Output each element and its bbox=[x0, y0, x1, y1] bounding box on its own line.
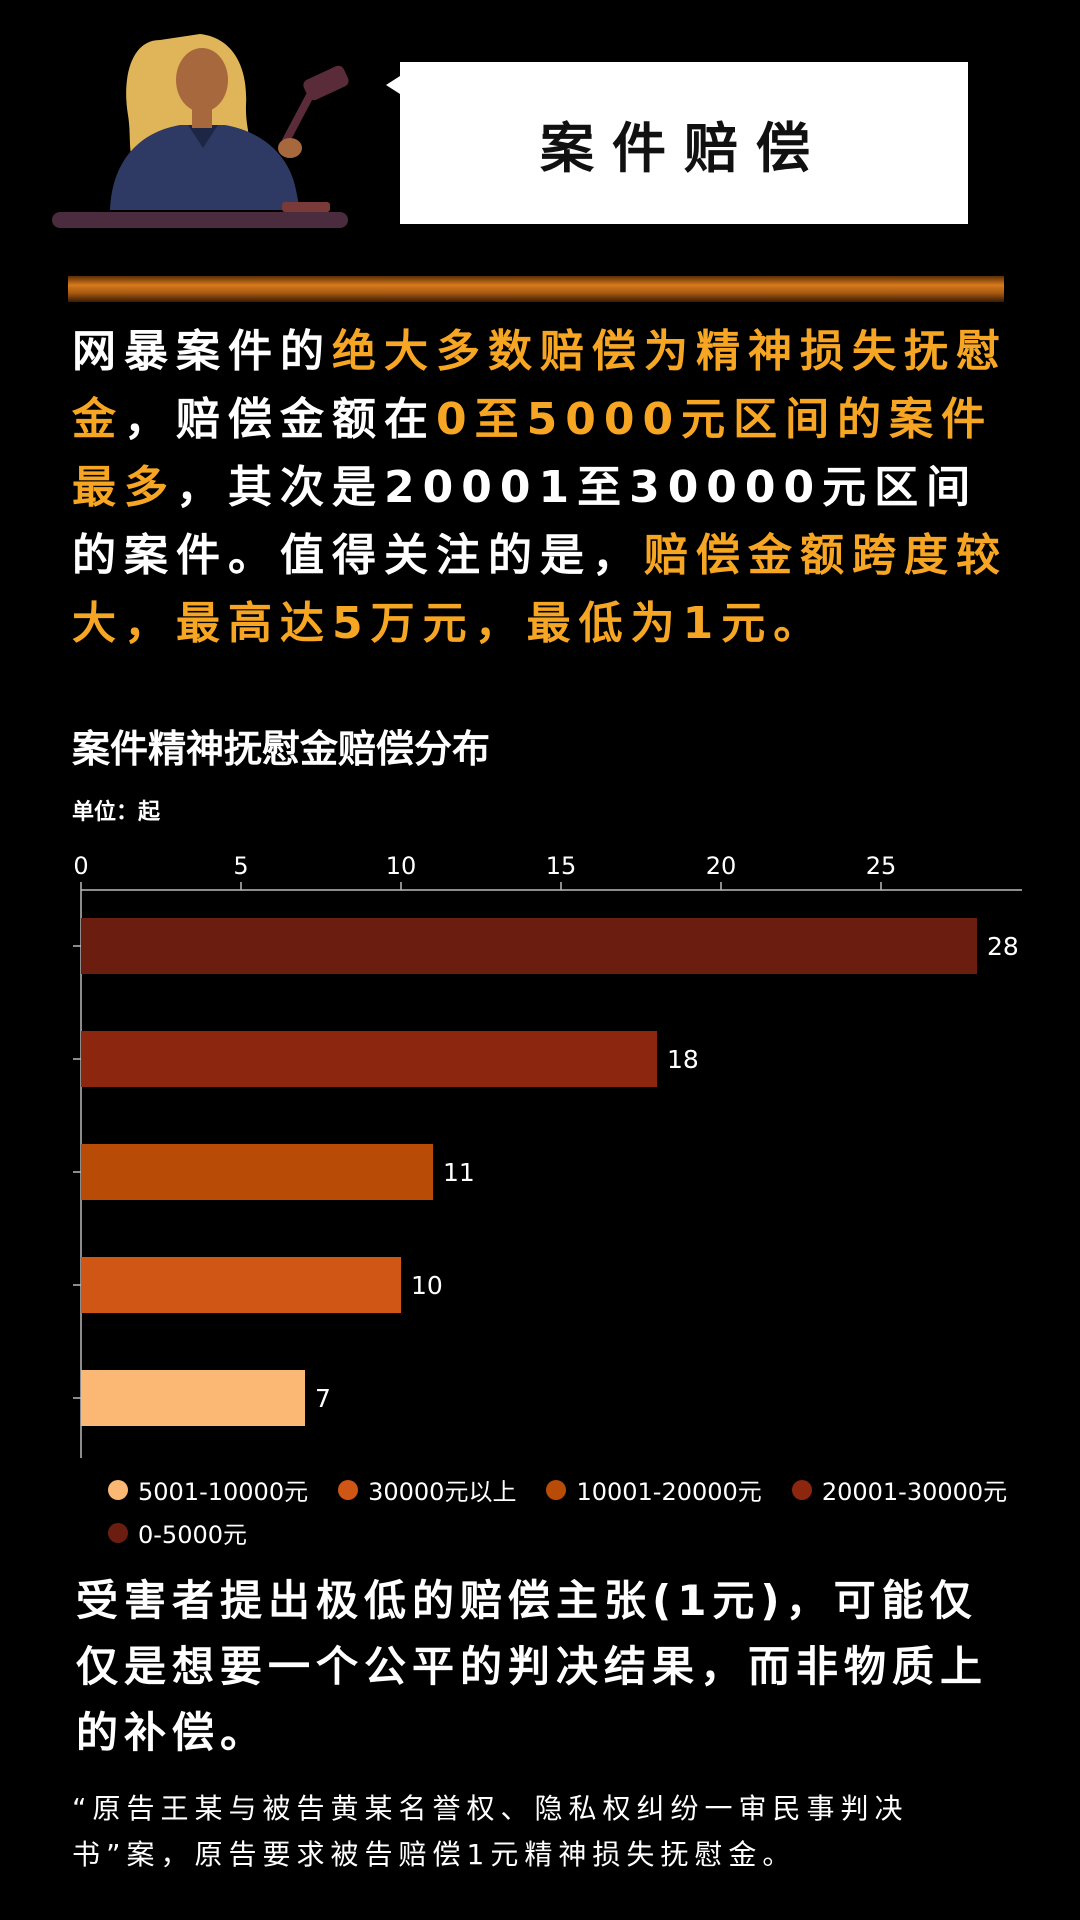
intro-highlight-segment: 0至5000元区间的案件最多 bbox=[72, 394, 994, 513]
bar-value-label: 10 bbox=[411, 1271, 443, 1300]
legend-item: 10001-20000元 bbox=[546, 1472, 762, 1507]
sound-block-icon bbox=[282, 202, 330, 212]
intro-text-segment: ，其次是20001至30000元区间的案件。值得关注的是， bbox=[72, 462, 979, 581]
legend-label: 0-5000元 bbox=[138, 1521, 248, 1549]
bar-10001-20000元 bbox=[81, 1144, 433, 1200]
legend-item: 20001-30000元 bbox=[791, 1472, 1008, 1507]
x-tick-label: 25 bbox=[866, 852, 897, 880]
legend-dot-icon bbox=[108, 1479, 128, 1500]
bar-0-5000元 bbox=[81, 918, 977, 974]
compensation-bar-chart: 0 5 10 15 20 25 28 18 11 10 7 bbox=[73, 852, 1022, 1458]
intro-highlight-segment: 赔偿金额跨度较大，最高达5万元，最低为1元。 bbox=[72, 530, 1008, 649]
x-tick-label: 5 bbox=[233, 852, 248, 880]
case-quote: “原告王某与被告黄某名誉权、隐私权纠纷一审民事判决书”案，原告要求被告赔偿1元精… bbox=[72, 1792, 909, 1871]
bar-30000元以上 bbox=[81, 1257, 401, 1313]
legend-dot-icon bbox=[791, 1479, 812, 1500]
chart-unit-label: 单位：起 bbox=[72, 800, 161, 825]
legend-item: 5001-10000元 bbox=[108, 1472, 308, 1507]
intro-paragraph: 网暴案件的绝大多数赔偿为精神损失抚慰金，赔偿金额在0至5000元区间的案件最多，… bbox=[72, 318, 1012, 658]
chart-title: 案件精神抚慰金赔偿分布 bbox=[72, 727, 491, 771]
x-tick-label: 0 bbox=[73, 852, 88, 880]
judge-body-icon bbox=[110, 125, 300, 210]
legend-dot-icon bbox=[108, 1522, 128, 1543]
note-paragraph: 受害者提出极低的赔偿主张(1元)，可能仅仅是想要一个公平的判决结果，而非物质上的… bbox=[76, 1576, 989, 1757]
intro-text-segment: 网暴案件的 bbox=[72, 326, 332, 377]
legend-item: 0-5000元 bbox=[108, 1515, 247, 1550]
intro-text-segment: ，赔偿金额在 bbox=[124, 394, 436, 445]
page-title: 案件赔偿 bbox=[540, 116, 828, 180]
bar-value-label: 18 bbox=[667, 1045, 699, 1074]
bar-value-label: 28 bbox=[987, 932, 1019, 961]
title-callout: 案件赔偿 bbox=[386, 62, 968, 224]
intro-highlight-segment: 绝大多数赔偿为精神损失抚慰金 bbox=[72, 326, 1008, 445]
x-tick-label: 15 bbox=[546, 852, 577, 880]
legend-dot-icon bbox=[546, 1479, 567, 1500]
legend-label: 10001-20000元 bbox=[576, 1478, 762, 1506]
chart-legend: 5001-10000元 30000元以上 10001-20000元 20001-300… bbox=[108, 1472, 1048, 1550]
header-divider bbox=[68, 276, 1004, 302]
judge-illustration bbox=[52, 34, 349, 228]
x-tick-label: 20 bbox=[706, 852, 737, 880]
gavel-icon bbox=[278, 65, 349, 158]
judge-face-icon bbox=[176, 48, 228, 128]
legend-label: 30000元以上 bbox=[368, 1478, 517, 1506]
bar-5001-10000元 bbox=[81, 1370, 305, 1426]
legend-label: 5001-10000元 bbox=[138, 1478, 309, 1506]
legend-label: 20001-30000元 bbox=[821, 1478, 1008, 1506]
bar-20001-30000元 bbox=[81, 1031, 657, 1087]
legend-dot-icon bbox=[338, 1479, 359, 1500]
bar-value-label: 7 bbox=[315, 1384, 331, 1413]
x-tick-label: 10 bbox=[386, 852, 417, 880]
bar-value-label: 11 bbox=[443, 1158, 475, 1187]
judge-desk-icon bbox=[52, 212, 348, 228]
legend-item: 30000元以上 bbox=[338, 1472, 516, 1507]
